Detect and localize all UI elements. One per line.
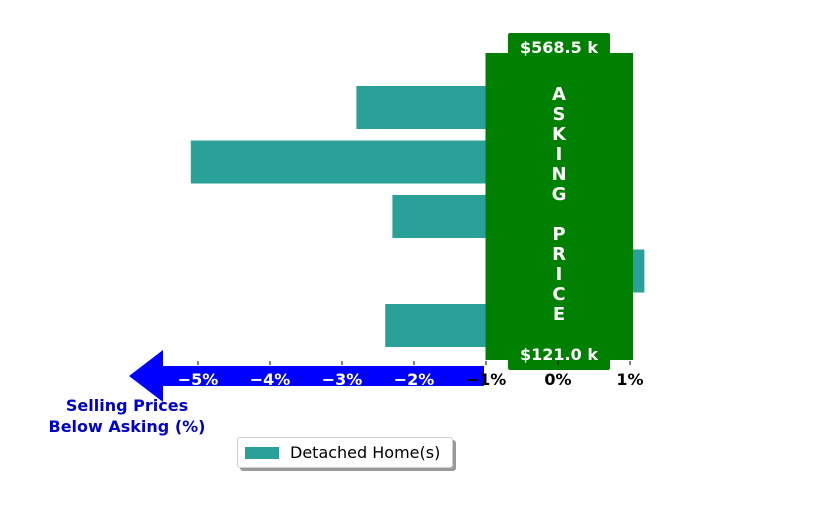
asking-price-band [485, 53, 633, 360]
asking-price-letter: E [553, 304, 565, 325]
bottom-price-badge [508, 342, 610, 370]
bottom-price-value: $121.0 k [520, 345, 598, 364]
asking-price-letter: S [553, 104, 566, 125]
asking-price-letter: P [552, 224, 565, 245]
asking-price-letter: A [552, 84, 566, 105]
direction-arrow [129, 350, 484, 402]
x-tick-label: −5% [178, 370, 219, 389]
x-tick-label: −2% [394, 370, 435, 389]
asking-price-letter: N [551, 164, 566, 185]
x-tick-label: −4% [250, 370, 291, 389]
x-tick-label: −3% [322, 370, 363, 389]
top-price-value: $568.5 k [520, 38, 598, 57]
asking-price-letter: I [556, 144, 563, 165]
asking-price-letter: I [556, 264, 563, 285]
top-price-badge [508, 33, 610, 58]
arrow-label: Selling Prices [66, 396, 188, 415]
x-tick-label: −1% [466, 370, 507, 389]
x-tick-label: 0% [544, 370, 571, 389]
asking-price-letter: R [552, 244, 566, 265]
asking-price-letter: C [552, 284, 565, 305]
legend: Detached Home(s) [237, 437, 453, 468]
asking-price-letter: G [552, 184, 567, 205]
x-tick-label: 1% [616, 370, 643, 389]
legend-swatch [245, 446, 279, 459]
asking-price-letter: K [552, 124, 567, 145]
arrow-label: Below Asking (%) [49, 417, 206, 436]
legend-label: Detached Home(s) [290, 443, 441, 462]
